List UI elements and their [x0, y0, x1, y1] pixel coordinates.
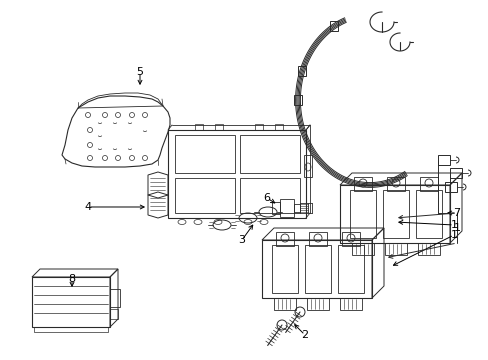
- Bar: [329, 21, 337, 31]
- Bar: [305, 245, 330, 293]
- Bar: [273, 298, 295, 310]
- Bar: [254, 124, 263, 130]
- Bar: [110, 289, 120, 307]
- Bar: [195, 124, 203, 130]
- Bar: [304, 155, 311, 177]
- Bar: [382, 190, 408, 238]
- Bar: [351, 243, 373, 255]
- Bar: [175, 135, 235, 173]
- Bar: [110, 309, 118, 319]
- Bar: [32, 277, 110, 327]
- Bar: [271, 202, 280, 214]
- Bar: [444, 182, 456, 192]
- Bar: [449, 168, 461, 178]
- Bar: [386, 177, 404, 191]
- Bar: [215, 124, 223, 130]
- Text: 1: 1: [449, 230, 457, 240]
- Text: 7: 7: [452, 208, 460, 218]
- Bar: [274, 124, 283, 130]
- Text: 8: 8: [68, 274, 76, 284]
- Bar: [293, 204, 299, 212]
- Bar: [240, 178, 299, 213]
- Bar: [280, 199, 293, 217]
- Bar: [339, 185, 449, 243]
- Bar: [415, 190, 441, 238]
- Text: 1: 1: [449, 220, 457, 230]
- Bar: [349, 190, 375, 238]
- Bar: [168, 130, 305, 218]
- Bar: [384, 243, 406, 255]
- Bar: [271, 245, 297, 293]
- Bar: [293, 95, 302, 105]
- Bar: [341, 232, 359, 246]
- Bar: [339, 298, 361, 310]
- Bar: [308, 232, 326, 246]
- Bar: [419, 177, 437, 191]
- Text: 2: 2: [301, 330, 308, 340]
- Text: 6: 6: [263, 193, 270, 203]
- Bar: [353, 177, 371, 191]
- Bar: [34, 327, 108, 332]
- Bar: [306, 298, 328, 310]
- Bar: [298, 66, 305, 76]
- Text: 4: 4: [84, 202, 91, 212]
- Bar: [240, 135, 299, 173]
- Bar: [337, 245, 363, 293]
- Text: 5: 5: [136, 67, 143, 77]
- Bar: [417, 243, 439, 255]
- Text: 3: 3: [238, 235, 245, 245]
- Bar: [262, 240, 371, 298]
- Bar: [437, 155, 449, 165]
- Bar: [175, 178, 235, 213]
- Bar: [275, 232, 293, 246]
- Text: 1: 1: [452, 223, 460, 233]
- Bar: [299, 203, 307, 213]
